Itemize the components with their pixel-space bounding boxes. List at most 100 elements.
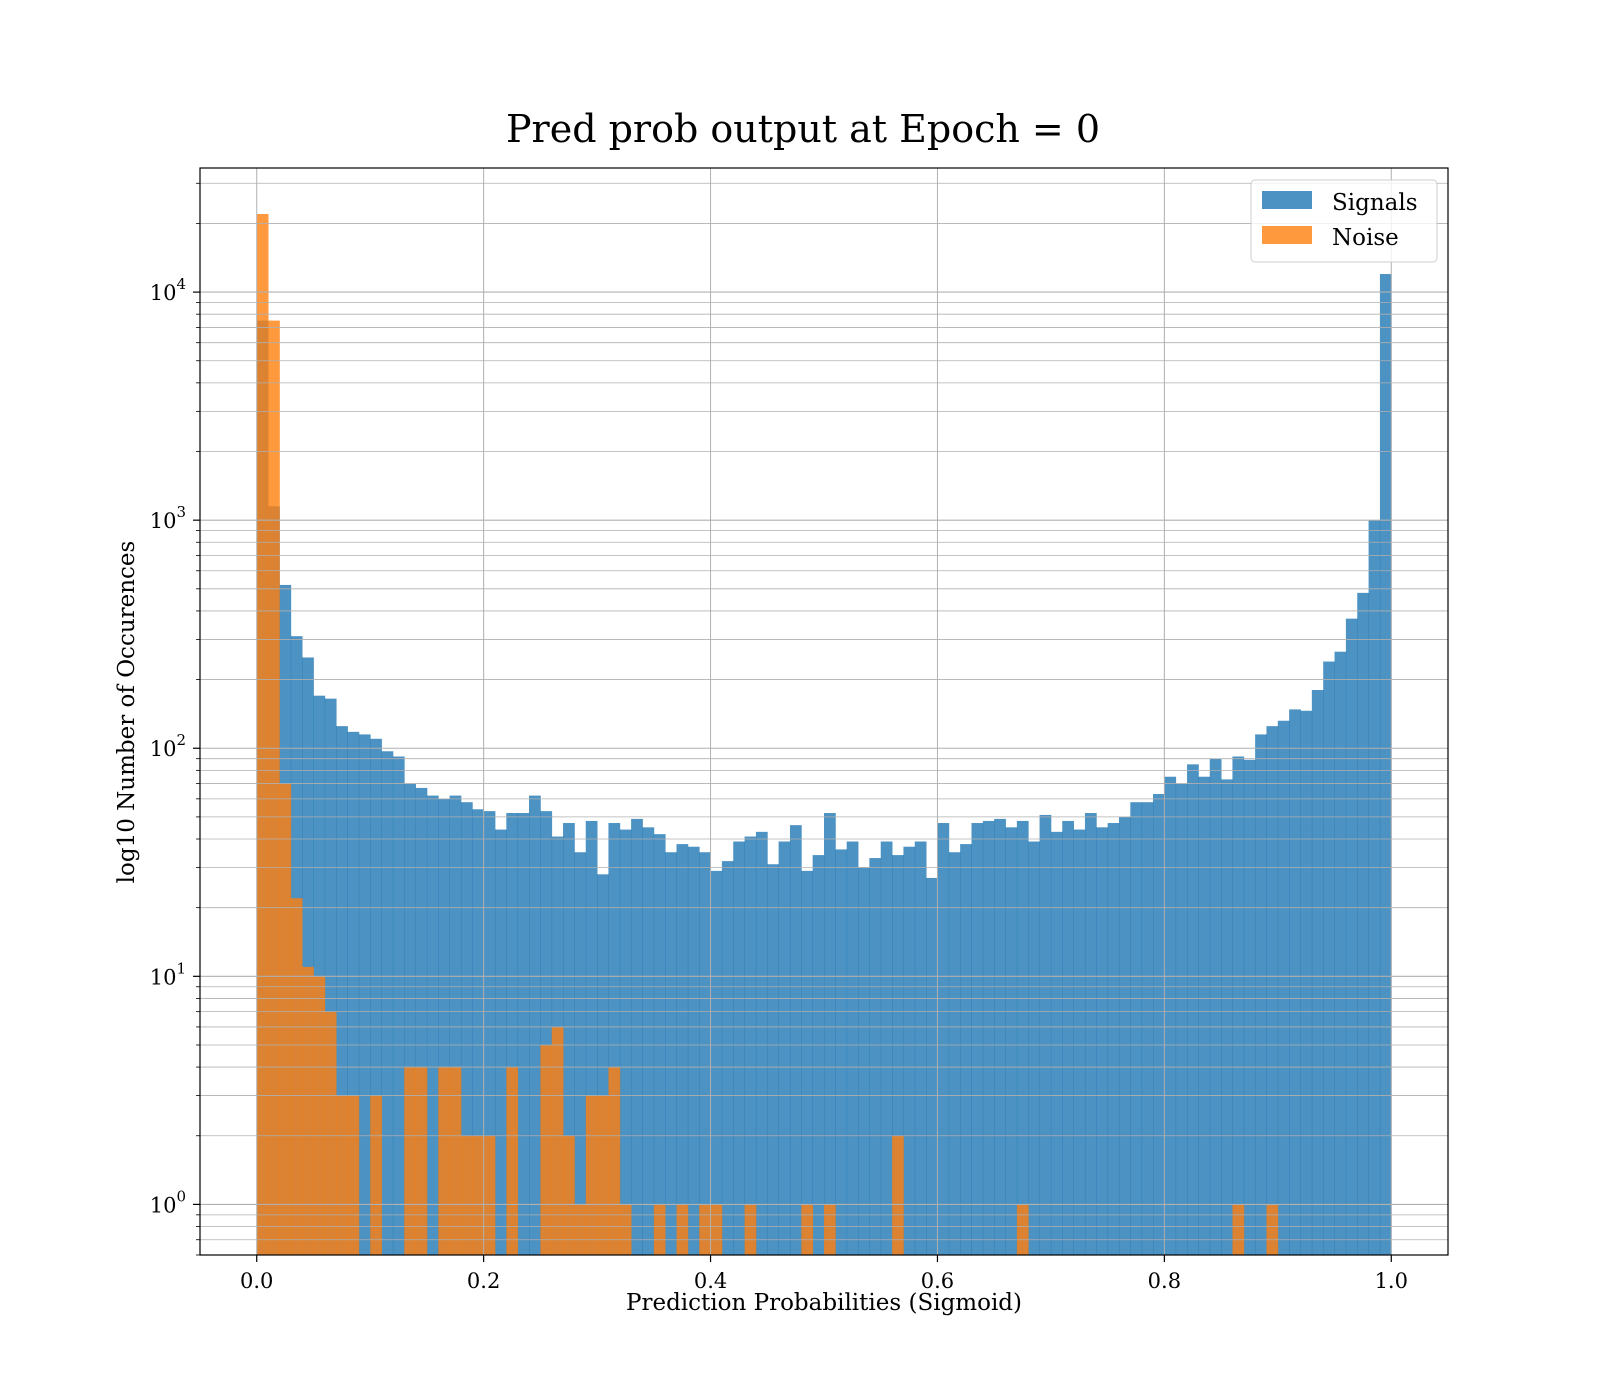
noise-bar [801,1204,814,1255]
chart-title: Pred prob output at Epoch = 0 [506,107,1100,151]
legend-swatch-noise [1262,226,1312,244]
signals-bar [710,870,723,1255]
y-axis-label: log10 Number of Occurences [114,541,140,884]
noise-bar [256,213,269,1256]
signals-bar [1118,816,1131,1255]
signals-bar [460,802,473,1255]
signals-bar [937,823,950,1255]
signals-bar [494,829,507,1255]
signals-bar [778,841,791,1255]
x-tick-label: 0.2 [467,1269,500,1293]
noise-bar [597,1095,609,1255]
signals-bar [313,695,326,1255]
signals-bar [665,852,677,1255]
signals-bar [1028,841,1040,1255]
signals-bar [744,836,757,1255]
legend-label-noise: Noise [1332,225,1399,251]
x-tick-label: 0.8 [1148,1269,1181,1293]
axes-frame [199,167,1449,1256]
signals-bar [449,795,462,1255]
noise-bar [370,1095,382,1255]
signals-bar [1255,734,1267,1255]
noise-bar [472,1135,485,1255]
signals-bar [1005,827,1018,1255]
signals-bar [619,829,632,1255]
signals-bar [517,813,530,1255]
signals-bar [1345,618,1358,1255]
signals-bar [767,864,780,1255]
noise-bars [256,213,1279,1256]
noise-bar [619,1204,632,1255]
signals-bar [608,823,621,1255]
signals-bar [755,831,768,1255]
noise-bar [1232,1204,1245,1255]
signals-bar [926,877,938,1255]
x-tick-label: 0.4 [694,1269,727,1293]
signals-bar [835,849,848,1255]
noise-bar [336,1095,348,1255]
signals-bar [789,825,802,1255]
noise-bar [324,1011,337,1255]
signals-bar [563,823,575,1255]
signals-bar [1084,813,1097,1255]
signals-bar [1187,764,1199,1255]
signals-bar [1164,776,1177,1255]
signals-bar [347,731,360,1255]
signals-bar [1209,758,1222,1255]
noise-bar [744,1204,757,1255]
signals-bar [370,738,382,1255]
noise-bar [268,320,280,1256]
signals-bar [1368,520,1381,1255]
signals-bar [1130,802,1143,1255]
noise-bar [585,1095,598,1255]
signals-bar [631,818,643,1255]
signals-bar [1266,726,1279,1255]
legend-label-signals: Signals [1332,190,1418,216]
signals-bar [858,867,870,1255]
signals-bar [574,852,587,1255]
signals-bar [358,734,371,1255]
signals-bar [1175,783,1188,1255]
signals-bar [1141,802,1154,1255]
signals-bar [948,852,961,1255]
signals-bar [1311,690,1324,1255]
noise-bar [699,1204,711,1255]
noise-bar [1266,1204,1279,1255]
signals-bar [1289,709,1301,1255]
noise-bar [1016,1204,1029,1255]
signals-bar [982,820,995,1255]
signals-bar [721,861,734,1255]
noise-bar [710,1204,723,1255]
signals-bar [1153,794,1165,1255]
noise-bar [279,783,292,1255]
signals-bar [1039,814,1052,1255]
signals-bar [426,795,439,1255]
noise-bar [574,1204,587,1255]
noise-bar [653,1204,666,1255]
legend: Signals Noise [1250,179,1438,263]
signals-bar [1323,661,1335,1255]
signals-bar [381,751,394,1255]
noise-bar [824,1204,836,1255]
x-axis-label: Prediction Probabilities (Sigmoid) [626,1290,1022,1316]
signals-bar [869,858,882,1255]
signals-bar [1357,592,1369,1255]
signals-bar [1062,820,1074,1255]
legend-swatch-signals [1262,191,1312,209]
signals-bar [1096,827,1109,1255]
signals-bar [1107,823,1120,1255]
x-tick-label: 1.0 [1375,1269,1408,1293]
noise-bar [302,966,314,1255]
x-tick-label: 0.6 [921,1269,954,1293]
signals-bar [642,827,655,1255]
signals-bar [892,855,904,1255]
signals-bar [302,657,314,1255]
signals-bar [472,809,485,1255]
signals-bar [699,852,711,1255]
noise-bar [563,1135,575,1255]
signals-bar [415,787,428,1255]
signals-bar [506,813,519,1255]
noise-bar [404,1067,416,1255]
noise-bar [313,976,326,1255]
signals-bar [1379,274,1392,1255]
